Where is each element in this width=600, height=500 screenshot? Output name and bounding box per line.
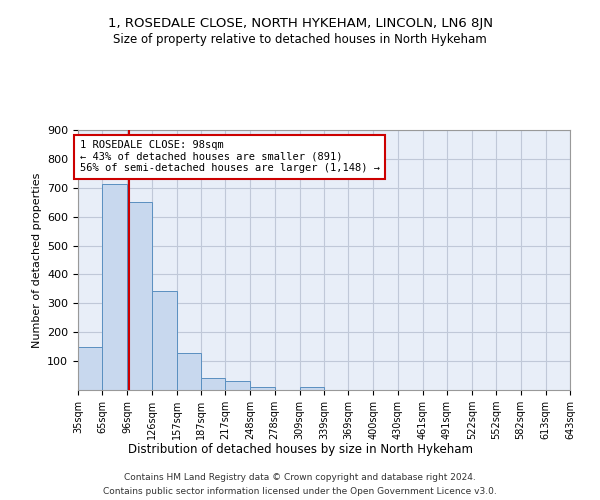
Bar <box>127 202 152 390</box>
Bar <box>177 354 201 390</box>
Text: Size of property relative to detached houses in North Hykeham: Size of property relative to detached ho… <box>113 32 487 46</box>
Text: Contains public sector information licensed under the Open Government Licence v3: Contains public sector information licen… <box>103 488 497 496</box>
Text: 1, ROSEDALE CLOSE, NORTH HYKEHAM, LINCOLN, LN6 8JN: 1, ROSEDALE CLOSE, NORTH HYKEHAM, LINCOL… <box>107 18 493 30</box>
Bar <box>250 386 275 390</box>
Bar <box>152 291 177 390</box>
Bar <box>78 346 102 390</box>
Bar <box>102 184 127 390</box>
Text: Distribution of detached houses by size in North Hykeham: Distribution of detached houses by size … <box>128 442 473 456</box>
Y-axis label: Number of detached properties: Number of detached properties <box>32 172 41 348</box>
Bar <box>225 382 250 390</box>
Text: 1 ROSEDALE CLOSE: 98sqm
← 43% of detached houses are smaller (891)
56% of semi-d: 1 ROSEDALE CLOSE: 98sqm ← 43% of detache… <box>80 140 380 173</box>
Text: Contains HM Land Registry data © Crown copyright and database right 2024.: Contains HM Land Registry data © Crown c… <box>124 472 476 482</box>
Bar <box>300 387 324 390</box>
Bar <box>201 378 225 390</box>
